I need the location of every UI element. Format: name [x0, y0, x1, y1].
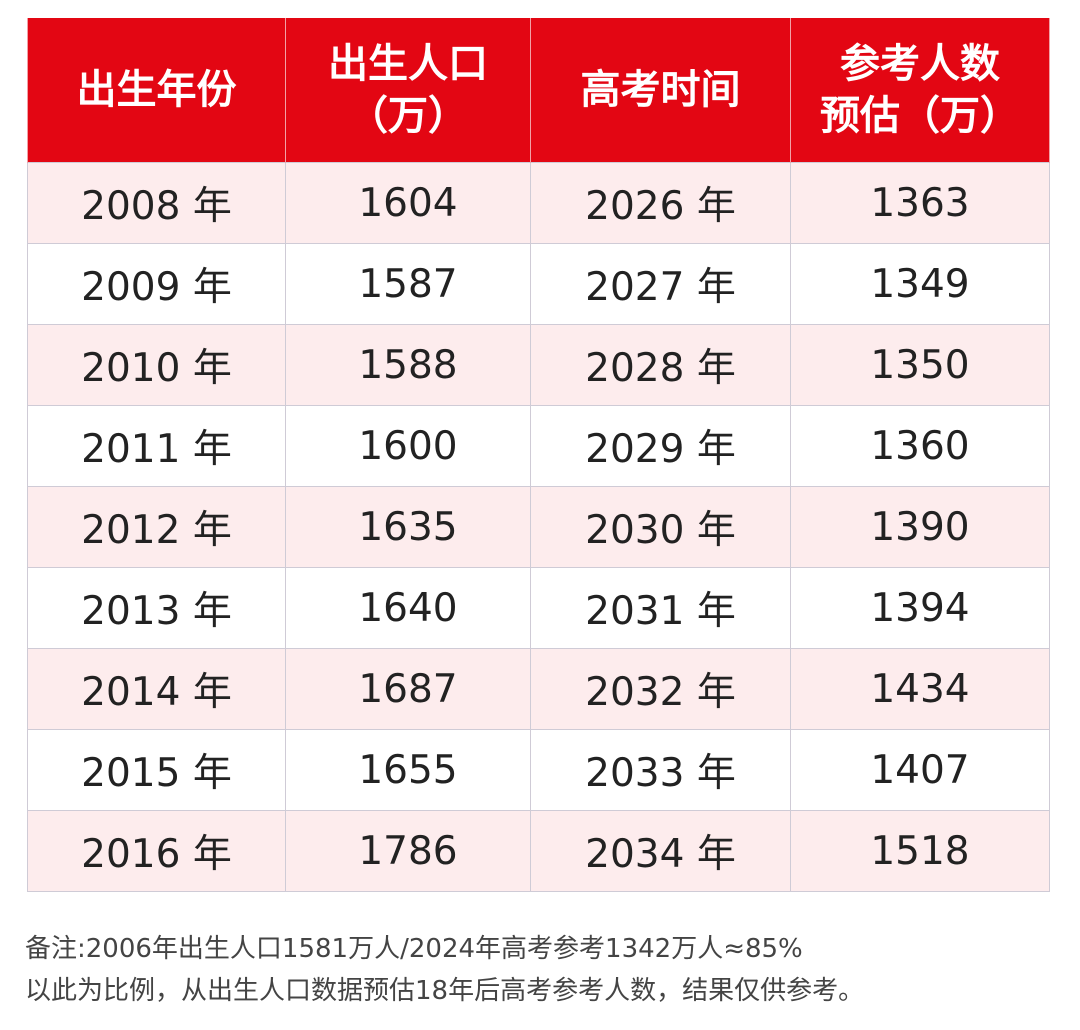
table-row: 2013 年 1640 2031 年 1394 [27, 567, 1050, 649]
birth-year-cell: 2012 年 [27, 486, 286, 568]
birth-year-cell: 2016 年 [27, 810, 286, 892]
birth-year-cell: 2010 年 [27, 324, 286, 406]
birth-year-cell: 2014 年 [27, 648, 286, 730]
table-row: 2011 年 1600 2029 年 1360 [27, 405, 1050, 487]
estimated-examinees-cell: 1407 [790, 729, 1050, 811]
header-estimated-examinees: 参考人数 预估（万） [790, 18, 1050, 163]
birth-exam-table: 出生年份 出生人口 （万） 高考时间 参考人数 预估（万） 2008 年 1604… [27, 18, 1050, 892]
exam-year-cell: 2034 年 [530, 810, 791, 892]
birth-population-cell: 1687 [285, 648, 531, 730]
estimated-examinees-cell: 1434 [790, 648, 1050, 730]
table-row: 2009 年 1587 2027 年 1349 [27, 243, 1050, 325]
estimated-examinees-cell: 1394 [790, 567, 1050, 649]
table-header: 出生年份 出生人口 （万） 高考时间 参考人数 预估（万） [27, 18, 1050, 163]
table-row: 2016 年 1786 2034 年 1518 [27, 810, 1050, 892]
exam-year-cell: 2031 年 [530, 567, 791, 649]
exam-year-cell: 2030 年 [530, 486, 791, 568]
birth-population-cell: 1640 [285, 567, 531, 649]
estimated-examinees-cell: 1350 [790, 324, 1050, 406]
table-row: 2015 年 1655 2033 年 1407 [27, 729, 1050, 811]
birth-population-cell: 1604 [285, 162, 531, 244]
footnote-line-1: 备注:2006年出生人口1581万人/2024年高考参考1342万人≈85% [25, 934, 803, 964]
header-birth-year: 出生年份 [27, 18, 286, 163]
data-table-container: 出生年份 出生人口 （万） 高考时间 参考人数 预估（万） 2008 年 1604… [27, 18, 1050, 892]
exam-year-cell: 2032 年 [530, 648, 791, 730]
birth-year-cell: 2009 年 [27, 243, 286, 325]
footnote-line-2: 以此为比例，从出生人口数据预估18年后高考参考人数，结果仅供参考。 [25, 976, 865, 1006]
table-row: 2010 年 1588 2028 年 1350 [27, 324, 1050, 406]
birth-year-cell: 2011 年 [27, 405, 286, 487]
birth-population-cell: 1588 [285, 324, 531, 406]
birth-population-cell: 1587 [285, 243, 531, 325]
birth-population-cell: 1635 [285, 486, 531, 568]
header-exam-year: 高考时间 [530, 18, 791, 163]
exam-year-cell: 2028 年 [530, 324, 791, 406]
birth-population-cell: 1655 [285, 729, 531, 811]
birth-population-cell: 1600 [285, 405, 531, 487]
birth-year-cell: 2008 年 [27, 162, 286, 244]
footnote: 备注:2006年出生人口1581万人/2024年高考参考1342万人≈85% 以… [25, 928, 1065, 1012]
exam-year-cell: 2029 年 [530, 405, 791, 487]
estimated-examinees-cell: 1349 [790, 243, 1050, 325]
exam-year-cell: 2027 年 [530, 243, 791, 325]
table-body: 2008 年 1604 2026 年 1363 2009 年 1587 2027 年 1349… [27, 162, 1050, 892]
header-birth-population: 出生人口 （万） [285, 18, 531, 163]
exam-year-cell: 2026 年 [530, 162, 791, 244]
table-row: 2012 年 1635 2030 年 1390 [27, 486, 1050, 568]
estimated-examinees-cell: 1360 [790, 405, 1050, 487]
header-row: 出生年份 出生人口 （万） 高考时间 参考人数 预估（万） [27, 18, 1050, 163]
estimated-examinees-cell: 1363 [790, 162, 1050, 244]
table-row: 2008 年 1604 2026 年 1363 [27, 162, 1050, 244]
birth-year-cell: 2015 年 [27, 729, 286, 811]
estimated-examinees-cell: 1518 [790, 810, 1050, 892]
exam-year-cell: 2033 年 [530, 729, 791, 811]
birth-population-cell: 1786 [285, 810, 531, 892]
estimated-examinees-cell: 1390 [790, 486, 1050, 568]
table-row: 2014 年 1687 2032 年 1434 [27, 648, 1050, 730]
birth-year-cell: 2013 年 [27, 567, 286, 649]
